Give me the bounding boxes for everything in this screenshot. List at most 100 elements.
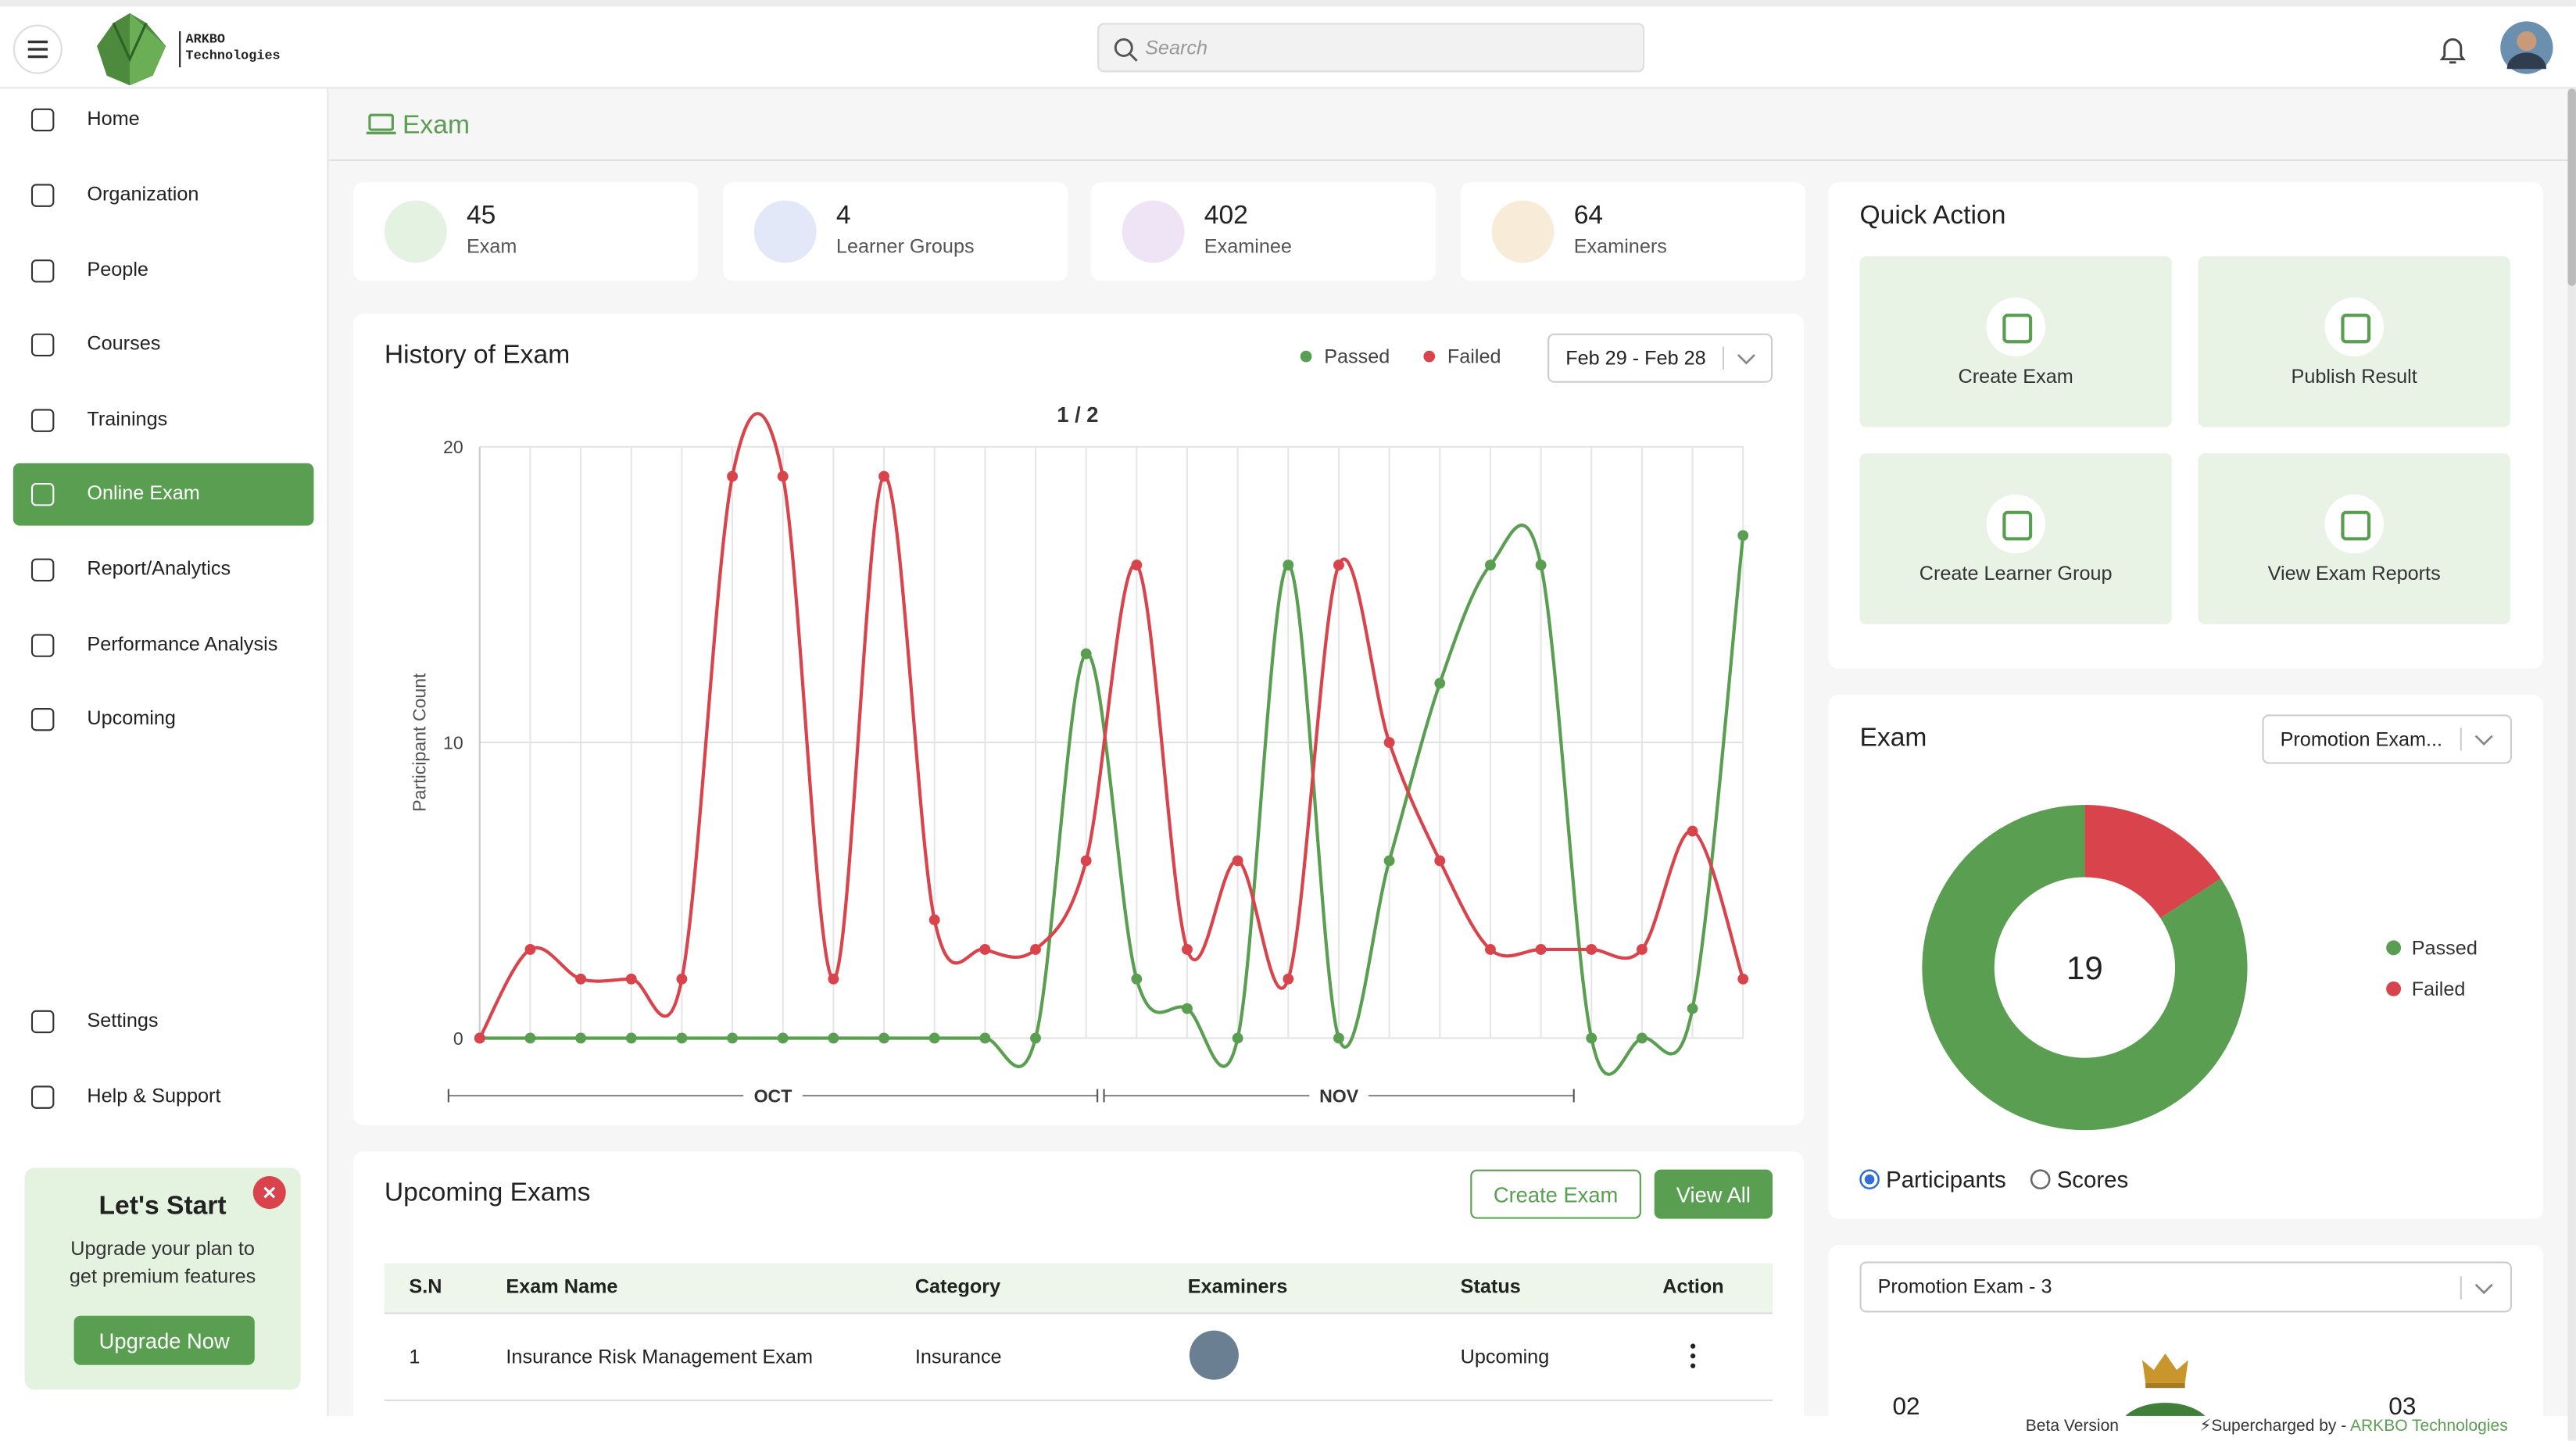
data-point <box>625 973 637 985</box>
stat-card: 64 Examiners <box>1460 182 1806 281</box>
legend-marker <box>1423 350 1436 363</box>
upgrade-button[interactable]: Upgrade Now <box>73 1315 255 1365</box>
stat-label: Examiners <box>1573 234 1667 259</box>
data-point <box>1586 944 1597 955</box>
stat-card: 4 Learner Groups <box>722 182 1068 281</box>
footer: Beta Version ⚡Supercharged by - ARKBO Te… <box>0 1415 2568 1441</box>
nav-item[interactable]: Trainings <box>13 389 314 452</box>
nav-icon <box>30 409 55 432</box>
stat-icon <box>384 200 447 263</box>
menu-icon <box>27 40 48 59</box>
y-tick-label: 20 <box>443 437 463 457</box>
date-range-dropdown[interactable]: Feb 29 - Feb 28 <box>1547 333 1773 383</box>
data-point <box>1535 560 1547 571</box>
nav-item[interactable]: Home <box>13 89 314 152</box>
nav-item[interactable]: Help & Support <box>13 1066 314 1128</box>
dot <box>1690 1363 1696 1368</box>
leaderboard-dropdown[interactable]: Promotion Exam - 3 <box>1859 1261 2512 1313</box>
action-glyph <box>2002 313 2033 344</box>
nav-item[interactable]: Organization <box>13 164 314 227</box>
notification-icon[interactable] <box>2438 33 2467 66</box>
group-label-bg <box>743 1082 803 1109</box>
nav-item[interactable]: Upcoming <box>13 688 314 751</box>
quick-action-tile[interactable]: Publish Result <box>2198 256 2510 427</box>
view-all-button[interactable]: View All <box>1654 1169 1773 1219</box>
data-point <box>1636 1032 1648 1044</box>
data-point <box>575 973 587 985</box>
data-point <box>1687 825 1698 837</box>
data-point <box>1484 944 1496 955</box>
row-divider <box>384 1399 1773 1402</box>
page-title: Exam <box>402 111 470 140</box>
cell-name: Insurance Risk Management Exam <box>506 1345 813 1368</box>
exam-dropdown[interactable]: Promotion Exam... <box>2262 714 2512 764</box>
action-icon <box>1986 494 2045 554</box>
series-line <box>478 412 1745 1039</box>
quick-action-tile[interactable]: Create Learner Group <box>1859 453 2172 624</box>
company-link[interactable]: ARKBO Technologies <box>2349 1418 2508 1436</box>
stat-icon <box>1122 200 1185 263</box>
nav-icon <box>30 108 55 132</box>
section-title: Exam <box>1859 724 1927 753</box>
data-point <box>1535 944 1547 955</box>
data-point <box>1030 944 1041 955</box>
nav-item[interactable]: Online Exam <box>13 463 314 526</box>
stat-label: Examinee <box>1204 234 1292 259</box>
quick-action-tile[interactable]: View Exam Reports <box>2198 453 2510 624</box>
search-box[interactable]: Search <box>1097 23 1645 73</box>
dropdown-value: Promotion Exam... <box>2280 728 2443 751</box>
data-point <box>1737 530 1749 542</box>
nav-icon <box>30 558 55 582</box>
examiner-avatar <box>1189 1330 1239 1380</box>
nav-label: Trainings <box>87 407 168 431</box>
powered-label: ⚡Supercharged by - ARKBO Technologies <box>2200 1418 2508 1436</box>
promo-text: get premium features <box>69 1264 256 1288</box>
data-point <box>1131 973 1143 985</box>
quick-action-tile[interactable]: Create Exam <box>1859 256 2172 427</box>
nav-item[interactable]: Settings <box>13 991 314 1053</box>
menu-button[interactable] <box>13 24 63 74</box>
date-range: Feb 29 - Feb 28 <box>1565 346 1706 370</box>
action-icon <box>2324 297 2385 357</box>
nav-icon <box>30 259 55 283</box>
data-point <box>727 1032 739 1044</box>
nav-item[interactable]: People <box>13 240 314 302</box>
nav-icon <box>30 634 55 657</box>
column-header: Status <box>1460 1275 1521 1298</box>
nav-label: Online Exam <box>87 481 200 505</box>
series-line <box>479 524 1745 1076</box>
nav-item[interactable]: Performance Analysis <box>13 614 314 677</box>
search-icon <box>1114 38 1138 62</box>
search-placeholder: Search <box>1145 36 1208 59</box>
data-point <box>928 914 940 926</box>
beta-label: Beta Version <box>2025 1418 2119 1436</box>
radio-button <box>2030 1169 2051 1190</box>
nav-icon <box>30 482 55 506</box>
create-exam-button[interactable]: Create Exam <box>1470 1169 1641 1219</box>
data-point <box>1080 855 1092 867</box>
nav-label: People <box>87 258 148 281</box>
nav-item[interactable]: Courses <box>13 313 314 376</box>
group-label: NOV <box>1319 1085 1359 1106</box>
row-actions[interactable] <box>1690 1343 1697 1370</box>
dropdown-arrow <box>1722 346 1755 370</box>
logo[interactable] <box>91 10 173 86</box>
close-button[interactable] <box>252 1176 286 1210</box>
table-header <box>384 1263 1773 1314</box>
legend-label: Passed <box>1324 346 1390 368</box>
data-point <box>1636 944 1648 955</box>
y-tick-label: 0 <box>453 1028 463 1049</box>
scrollbar-thumb[interactable] <box>2567 88 2576 286</box>
nav-item[interactable]: Report/Analytics <box>13 538 314 601</box>
data-point <box>777 1032 789 1044</box>
data-point <box>1383 855 1395 867</box>
stat-label: Learner Groups <box>835 234 975 259</box>
data-point <box>1232 855 1243 867</box>
data-point <box>1434 678 1446 689</box>
legend-marker <box>2386 940 2402 956</box>
legend-label: Failed <box>2412 978 2466 1000</box>
user-avatar[interactable] <box>2499 20 2554 75</box>
promo-title: Let's Start <box>98 1192 227 1221</box>
dropdown-arrow <box>2460 728 2493 751</box>
group-label: OCT <box>754 1085 792 1106</box>
